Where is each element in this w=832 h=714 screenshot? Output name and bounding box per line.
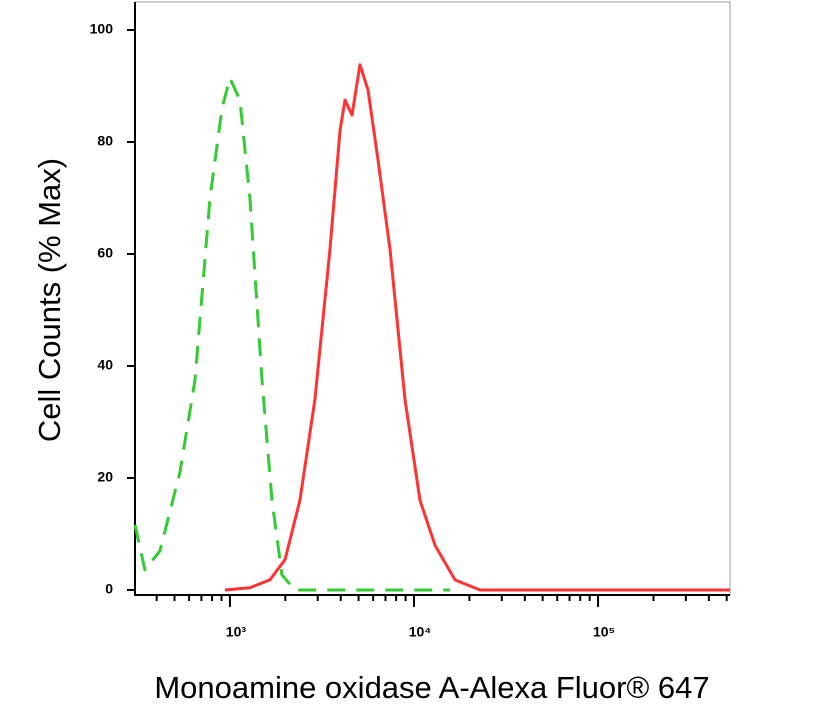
y-tick-label: 100 xyxy=(90,21,114,37)
series-line xyxy=(224,63,730,592)
y-axis-title: Cell Counts (% Max) xyxy=(32,158,67,442)
x-axis-title: Monoamine oxidase A-Alexa Fluor® 647 xyxy=(154,670,709,705)
y-tick-label: 0 xyxy=(105,581,113,597)
x-tick-label: 10³ xyxy=(226,624,247,640)
plot-frame xyxy=(134,1,731,596)
series-line xyxy=(133,76,450,592)
x-tick-label: 10⁴ xyxy=(409,624,432,640)
y-tick-label: 20 xyxy=(97,469,113,485)
x-tick-label: 10⁵ xyxy=(593,624,615,640)
y-tick-label: 80 xyxy=(97,133,113,149)
y-tick-label: 60 xyxy=(97,245,113,261)
y-tick-label: 40 xyxy=(97,357,113,373)
